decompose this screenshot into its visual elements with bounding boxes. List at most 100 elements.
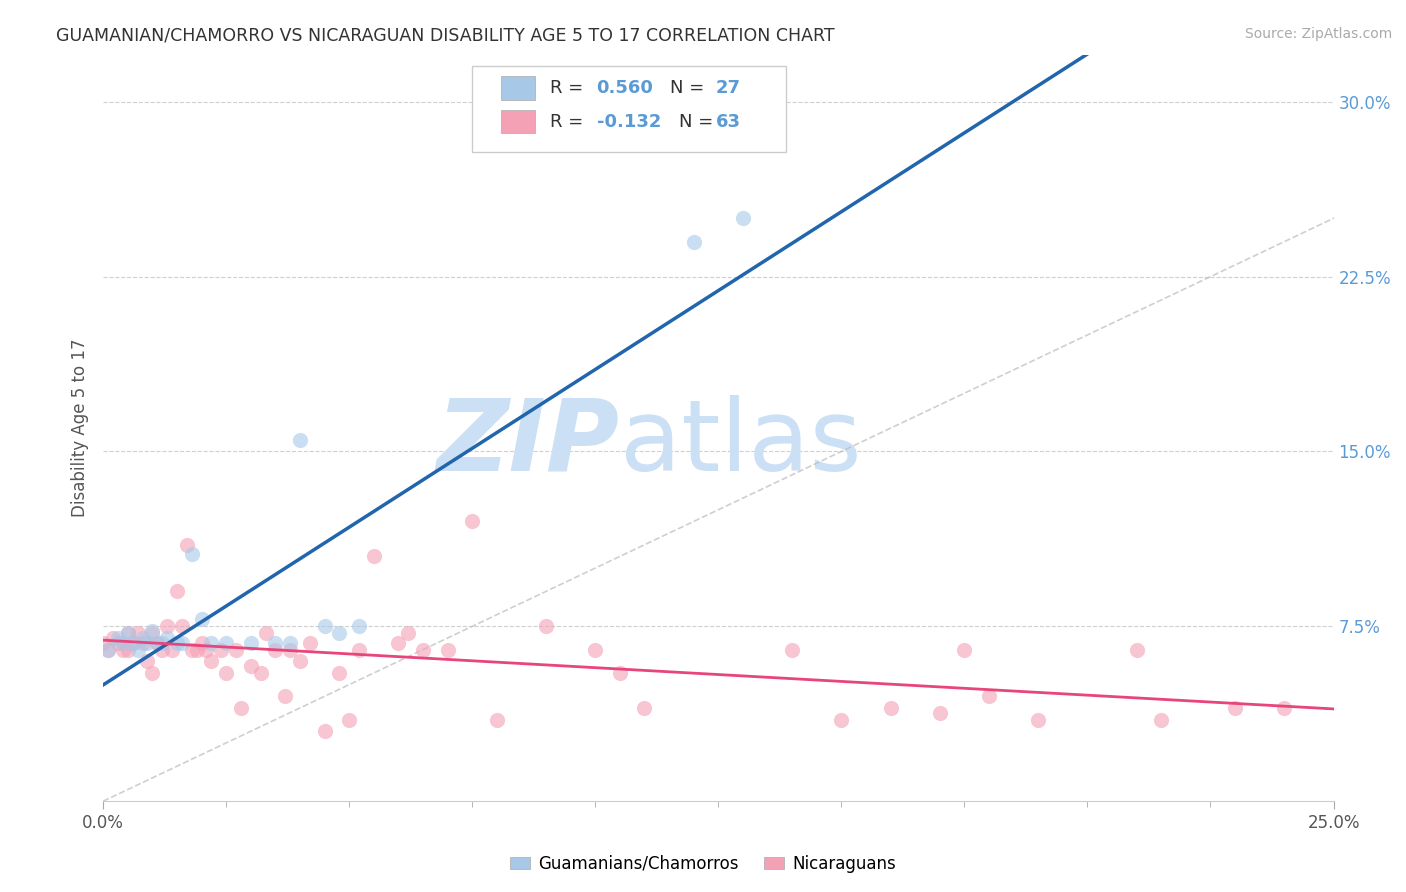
Point <box>274 690 297 704</box>
Point <box>101 631 124 645</box>
Point <box>347 642 370 657</box>
Point <box>190 635 212 649</box>
Point <box>1125 642 1147 657</box>
Point <box>314 724 336 739</box>
Point <box>328 626 350 640</box>
Point <box>436 642 458 657</box>
Point <box>136 654 159 668</box>
Point <box>186 642 208 657</box>
Point <box>780 642 803 657</box>
Point <box>215 635 238 649</box>
Point <box>170 619 193 633</box>
Point <box>1150 713 1173 727</box>
Point <box>239 635 262 649</box>
Point <box>150 642 173 657</box>
Point <box>953 642 976 657</box>
Point <box>200 635 222 649</box>
Point <box>337 713 360 727</box>
Point <box>609 665 631 680</box>
Point <box>91 635 114 649</box>
Point <box>363 549 385 564</box>
Point <box>298 635 321 649</box>
Text: 63: 63 <box>716 112 741 130</box>
Point <box>830 713 852 727</box>
Point <box>141 624 163 638</box>
Point <box>141 626 163 640</box>
Point <box>461 515 484 529</box>
Point <box>97 642 120 657</box>
Point <box>121 635 143 649</box>
Point <box>928 706 950 720</box>
Point <box>215 665 238 680</box>
Text: atlas: atlas <box>620 394 862 491</box>
Point <box>239 659 262 673</box>
Text: Source: ZipAtlas.com: Source: ZipAtlas.com <box>1244 27 1392 41</box>
Point <box>111 635 134 649</box>
Point <box>195 642 218 657</box>
Point <box>170 635 193 649</box>
Point <box>97 642 120 657</box>
Point <box>288 654 311 668</box>
Text: -0.132: -0.132 <box>596 112 661 130</box>
Point <box>328 665 350 680</box>
Point <box>278 635 301 649</box>
Point <box>225 642 247 657</box>
Point <box>534 619 557 633</box>
Point <box>264 635 287 649</box>
Bar <box>501 76 536 100</box>
Text: N =: N = <box>679 112 718 130</box>
Text: 0.560: 0.560 <box>596 79 654 97</box>
Point <box>229 701 252 715</box>
Point <box>160 642 183 657</box>
Point <box>314 619 336 633</box>
Point <box>107 631 129 645</box>
Point <box>190 612 212 626</box>
Point <box>180 547 202 561</box>
Point <box>1223 701 1246 715</box>
Point <box>682 235 704 249</box>
Text: R =: R = <box>550 112 589 130</box>
Point <box>254 626 277 640</box>
Point <box>1026 713 1049 727</box>
Point <box>977 690 1000 704</box>
Text: 27: 27 <box>716 79 741 97</box>
Point <box>131 635 153 649</box>
Point <box>176 538 198 552</box>
Point <box>879 701 901 715</box>
Point <box>264 642 287 657</box>
Point <box>249 665 271 680</box>
Point <box>150 635 173 649</box>
Point <box>278 642 301 657</box>
Point <box>412 642 434 657</box>
Point <box>111 642 134 657</box>
Point <box>156 619 179 633</box>
Point <box>127 642 149 657</box>
Bar <box>501 110 536 134</box>
Point <box>288 433 311 447</box>
Point <box>146 635 169 649</box>
Point <box>156 631 179 645</box>
FancyBboxPatch shape <box>472 66 786 153</box>
Point <box>107 635 129 649</box>
Point <box>633 701 655 715</box>
Text: R =: R = <box>550 79 589 97</box>
Point <box>731 211 754 226</box>
Legend: Guamanians/Chamorros, Nicaraguans: Guamanians/Chamorros, Nicaraguans <box>503 848 903 880</box>
Point <box>136 635 159 649</box>
Point <box>117 626 139 640</box>
Point <box>180 642 202 657</box>
Point <box>347 619 370 633</box>
Point <box>485 713 508 727</box>
Point <box>131 631 153 645</box>
Text: ZIP: ZIP <box>437 394 620 491</box>
Point <box>166 584 188 599</box>
Point <box>387 635 409 649</box>
Point <box>209 642 232 657</box>
Point <box>117 626 139 640</box>
Y-axis label: Disability Age 5 to 17: Disability Age 5 to 17 <box>72 339 89 517</box>
Point <box>1272 701 1295 715</box>
Point <box>146 635 169 649</box>
Point <box>117 642 139 657</box>
Text: GUAMANIAN/CHAMORRO VS NICARAGUAN DISABILITY AGE 5 TO 17 CORRELATION CHART: GUAMANIAN/CHAMORRO VS NICARAGUAN DISABIL… <box>56 27 835 45</box>
Point <box>166 635 188 649</box>
